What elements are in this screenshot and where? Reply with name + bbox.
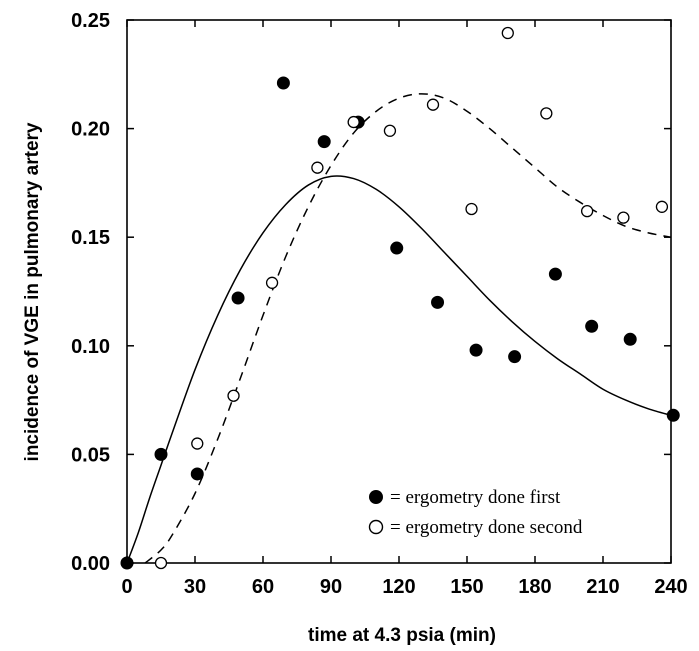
legend-label-second: = ergometry done second: [390, 517, 583, 538]
point-ergometry-first: [548, 267, 562, 281]
data-markers: [120, 26, 680, 570]
point-ergometry-second: [617, 211, 630, 224]
point-ergometry-second: [465, 202, 478, 216]
point-ergometry-first: [317, 135, 331, 149]
fit-line-second: [144, 93, 672, 564]
legend-marker-filled: [369, 490, 383, 504]
point-ergometry-second: [655, 200, 669, 213]
y-tick-label: 0.20: [71, 119, 110, 141]
point-ergometry-first: [585, 319, 599, 333]
point-ergometry-second: [540, 107, 553, 120]
x-tick-label: 150: [450, 576, 483, 598]
point-ergometry-first: [120, 556, 134, 570]
y-tick-label: 0.00: [71, 553, 110, 575]
point-ergometry-second: [426, 98, 440, 111]
point-ergometry-first: [190, 467, 204, 481]
point-ergometry-first: [154, 447, 168, 461]
y-tick-label: 0.15: [71, 227, 110, 249]
x-tick-label: 180: [518, 576, 551, 598]
x-tick-label: 60: [252, 576, 274, 598]
point-ergometry-first: [623, 332, 637, 346]
point-ergometry-first: [276, 76, 290, 90]
axis-tick-labels: 0 30 60 90 120 150 180 210 240 0.00 0.05 0.10 0.15 0.…: [71, 10, 688, 598]
fit-line-first: [126, 175, 672, 564]
x-tick-label: 240: [654, 576, 687, 598]
point-ergometry-second: [580, 204, 594, 218]
axis-ticks: [126, 19, 672, 564]
point-ergometry-second: [191, 437, 204, 450]
point-ergometry-first: [469, 343, 483, 357]
x-tick-label: 90: [320, 576, 342, 598]
y-tick-label: 0.10: [71, 336, 110, 358]
plot-frame: [126, 19, 672, 564]
x-tick-label: 30: [184, 576, 206, 598]
point-ergometry-first: [666, 408, 680, 422]
point-ergometry-first: [390, 241, 404, 255]
fit-lines: [126, 93, 672, 564]
y-axis-label: incidence of VGE in pulmonary artery: [22, 122, 43, 461]
legend-marker-open: [368, 519, 384, 535]
point-ergometry-second: [311, 161, 324, 174]
point-ergometry-second: [383, 124, 397, 137]
y-tick-label: 0.25: [71, 10, 110, 32]
x-tick-label: 0: [121, 576, 132, 598]
x-tick-label: 210: [586, 576, 619, 598]
legend: = ergometry done first = ergometry done …: [368, 487, 583, 538]
point-ergometry-second: [154, 556, 168, 570]
point-ergometry-first: [231, 291, 245, 305]
legend-label-first: = ergometry done first: [390, 487, 561, 508]
point-ergometry-second: [347, 115, 360, 129]
point-ergometry-second: [265, 276, 279, 289]
x-tick-label: 120: [382, 576, 415, 598]
y-tick-label: 0.05: [71, 444, 110, 466]
point-ergometry-second: [501, 26, 514, 40]
point-ergometry-first: [431, 295, 445, 309]
point-ergometry-first: [508, 350, 522, 364]
x-axis-label: time at 4.3 psia (min): [308, 625, 496, 646]
point-ergometry-second: [227, 389, 240, 402]
